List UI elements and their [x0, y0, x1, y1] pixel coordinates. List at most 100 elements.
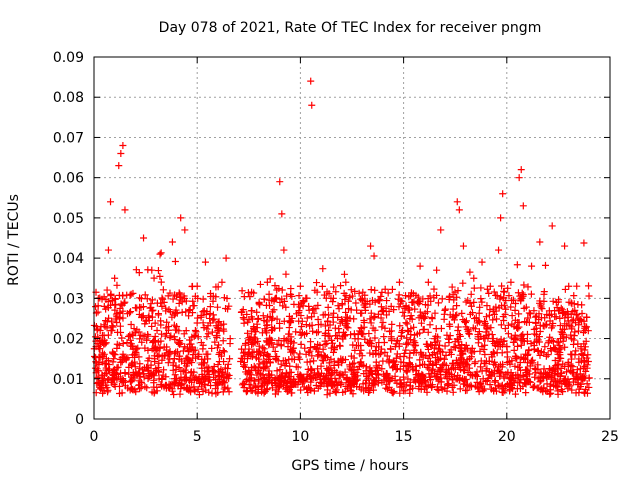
data-point	[561, 343, 569, 351]
data-point	[121, 298, 129, 306]
data-point	[288, 346, 296, 354]
data-point	[396, 389, 404, 397]
data-point	[551, 357, 559, 364]
data-point	[203, 333, 211, 341]
data-point	[126, 309, 134, 317]
data-point	[302, 321, 310, 329]
data-point	[314, 301, 322, 309]
data-point	[406, 361, 414, 369]
data-point	[131, 304, 139, 312]
data-point	[301, 344, 309, 352]
data-point	[549, 365, 557, 373]
data-point	[314, 316, 322, 324]
data-point	[561, 242, 569, 250]
data-point	[276, 324, 284, 332]
data-point	[543, 311, 551, 319]
data-point	[214, 325, 222, 333]
data-point	[438, 295, 446, 303]
data-point	[398, 326, 406, 334]
data-point	[378, 323, 386, 331]
data-point	[395, 278, 403, 286]
data-point	[220, 327, 228, 335]
y-tick-label: 0	[75, 412, 84, 428]
data-point	[209, 311, 217, 319]
data-point	[201, 367, 209, 375]
data-point	[556, 322, 564, 330]
data-point	[120, 299, 128, 307]
data-point	[453, 198, 461, 206]
data-point	[318, 356, 326, 364]
data-point	[186, 336, 194, 344]
data-point	[349, 390, 357, 398]
data-point	[563, 368, 571, 376]
data-point	[283, 369, 291, 377]
data-point	[419, 353, 427, 361]
data-point	[444, 366, 452, 374]
data-point	[277, 342, 285, 350]
data-point	[282, 336, 290, 344]
data-point	[532, 319, 540, 327]
data-point	[519, 202, 527, 210]
data-point	[336, 341, 344, 349]
data-point	[260, 317, 268, 325]
data-point	[162, 373, 170, 381]
data-point	[326, 332, 334, 340]
data-point	[428, 367, 436, 375]
data-point	[308, 101, 316, 109]
data-point	[517, 296, 525, 304]
data-point	[480, 345, 488, 353]
data-point	[471, 358, 479, 366]
data-point	[205, 388, 213, 396]
data-point	[303, 358, 311, 366]
data-point	[495, 246, 503, 254]
data-point	[524, 283, 532, 291]
data-point	[503, 353, 511, 361]
data-point	[265, 290, 273, 298]
data-point	[147, 300, 155, 308]
data-point	[420, 313, 428, 321]
data-point	[447, 371, 455, 379]
data-point	[536, 351, 544, 359]
data-point	[239, 379, 247, 387]
data-point	[512, 355, 520, 363]
data-point	[288, 355, 296, 363]
data-point	[388, 320, 396, 328]
data-point	[459, 242, 467, 250]
data-point	[351, 287, 359, 295]
data-point	[534, 347, 542, 355]
data-point	[394, 336, 402, 344]
data-point	[445, 335, 453, 343]
data-point	[420, 373, 428, 381]
data-point	[426, 292, 434, 300]
data-point	[483, 285, 491, 293]
data-point	[317, 351, 325, 359]
data-point	[363, 372, 371, 380]
data-point	[335, 329, 343, 337]
data-point	[433, 266, 441, 274]
data-point	[220, 385, 228, 393]
data-point	[406, 349, 414, 357]
data-point	[472, 371, 480, 379]
data-point	[426, 357, 434, 365]
data-point	[403, 340, 411, 348]
data-point	[217, 366, 225, 374]
data-point	[507, 278, 515, 286]
data-point	[181, 226, 189, 234]
data-point	[287, 285, 295, 293]
data-point	[200, 307, 208, 315]
data-point	[296, 350, 304, 358]
data-point	[536, 321, 544, 329]
data-point	[385, 356, 393, 364]
data-point	[410, 346, 418, 354]
data-point	[303, 329, 311, 337]
data-point	[119, 314, 127, 322]
data-point	[401, 387, 409, 395]
data-point	[503, 343, 511, 351]
data-point	[485, 311, 493, 319]
data-point	[286, 362, 294, 370]
data-point	[496, 295, 504, 303]
data-point	[286, 369, 294, 377]
data-point	[318, 369, 326, 377]
data-point	[137, 295, 145, 303]
data-point	[245, 345, 253, 353]
